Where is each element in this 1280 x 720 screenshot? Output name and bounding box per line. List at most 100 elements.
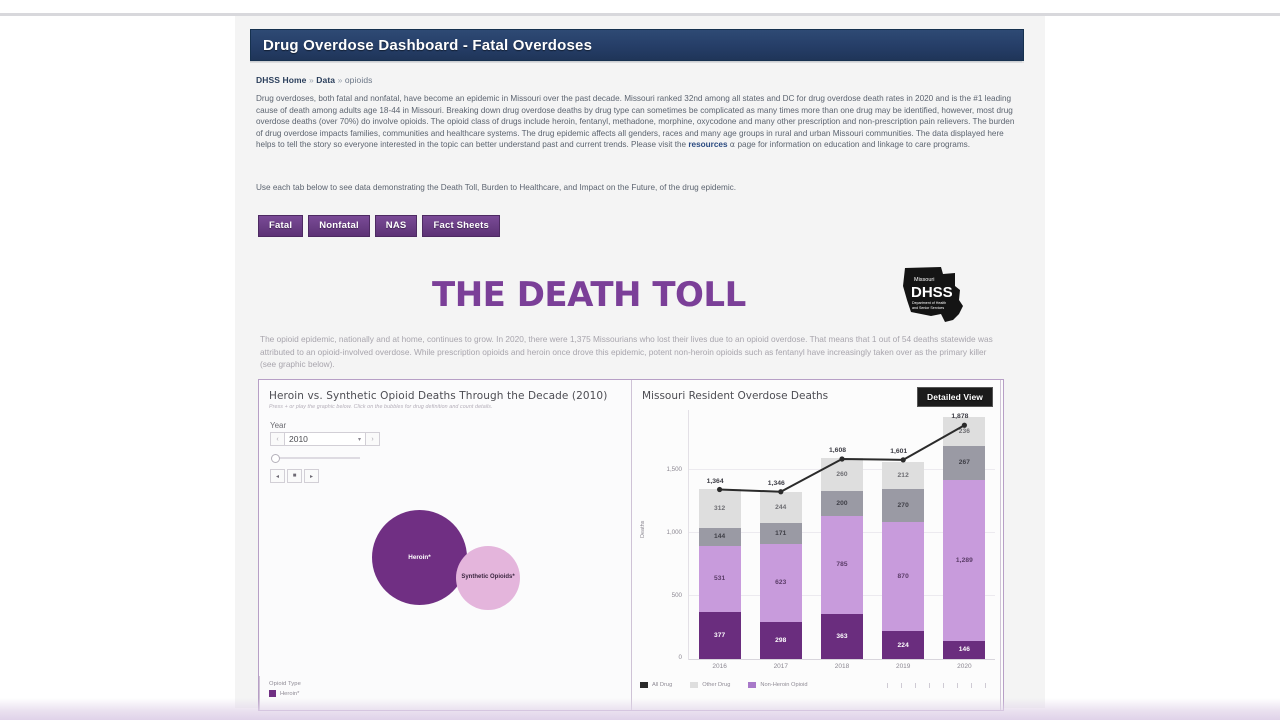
bar-segment-value: 146	[958, 646, 971, 654]
x-label-2017: 2017	[773, 663, 789, 670]
bar-segment-2018-other-opioid[interactable]: 200	[821, 490, 863, 516]
bar-segment-value: 144	[713, 533, 726, 540]
bar-2017[interactable]: 244 171 623 298	[759, 492, 802, 659]
bar-segment-2017-heroin[interactable]: 298	[759, 621, 802, 659]
year-next-button[interactable]: ›	[365, 432, 380, 446]
bar-segment-2016-heroin[interactable]: 377	[698, 611, 741, 659]
legend-swatch-all-drug	[640, 682, 648, 688]
legend-item-other-drug[interactable]: Other Drug	[690, 682, 730, 688]
x-label-2020: 2020	[957, 663, 972, 670]
y-tick-0: 0	[678, 654, 682, 661]
tab-bar: Fatal Nonfatal NAS Fact Sheets	[258, 215, 500, 237]
bar-segment-2016-other-drug[interactable]: 312	[698, 488, 741, 528]
section-paragraph: The opioid epidemic, nationally and at h…	[260, 334, 993, 370]
tab-fatal[interactable]: Fatal	[258, 215, 304, 237]
bar-segment-value: 623	[775, 579, 787, 587]
x-label-2018: 2018	[834, 663, 850, 670]
year-filter-label: Year	[270, 421, 287, 430]
bar-segment-value: 244	[775, 503, 787, 511]
bar-segment-2017-non-heroin-opioid[interactable]: 623	[759, 543, 802, 622]
legend-item-non-heroin-opioid[interactable]: Non-Heroin Opioid	[748, 682, 807, 688]
legend-scroll-ticks	[887, 683, 997, 689]
year-filter-control[interactable]: ‹ 2010 ▾ ›	[270, 432, 380, 446]
bar-2016[interactable]: 312 144 531 377	[698, 488, 741, 659]
total-label-2018: 1,608	[829, 447, 847, 454]
legend-swatch-non-heroin-opioid	[748, 682, 757, 688]
bar-segment-2020-other-opioid[interactable]: 267	[943, 446, 986, 480]
play-icon[interactable]: ▸	[304, 469, 319, 483]
left-legend-item-heroin[interactable]: Heroin*	[269, 690, 419, 697]
bar-segment-2020-heroin[interactable]: 146	[943, 640, 986, 659]
bar-segment-value: 270	[897, 501, 909, 509]
stop-icon[interactable]: ■	[287, 469, 302, 483]
bar-segment-2019-other-opioid[interactable]: 270	[882, 488, 925, 523]
svg-text:DHSS: DHSS	[911, 284, 953, 301]
tab-instruction: Use each tab below to see data demonstra…	[256, 183, 737, 192]
year-slider[interactable]	[270, 453, 360, 463]
dashboard-embed: Heroin vs. Synthetic Opioid Deaths Throu…	[258, 379, 1004, 711]
bar-segment-2019-heroin[interactable]: 224	[882, 631, 925, 659]
left-viz-title: Heroin vs. Synthetic Opioid Deaths Throu…	[269, 390, 608, 402]
frame-top-band	[0, 0, 1280, 14]
year-slider-track	[276, 457, 360, 459]
year-value: 2010	[289, 434, 308, 444]
bar-segment-value: 171	[775, 529, 787, 537]
tab-nonfatal[interactable]: Nonfatal	[308, 215, 370, 237]
bar-segment-value: 363	[836, 632, 848, 640]
x-label-2019: 2019	[895, 663, 911, 670]
bar-segment-2018-other-drug[interactable]: 260	[821, 458, 863, 491]
bar-segment-2019-other-drug[interactable]: 212	[882, 462, 925, 489]
bar-2018[interactable]: 260 200 785 363	[821, 458, 863, 659]
bar-segment-value: 870	[897, 573, 909, 581]
svg-text:and Senior Services: and Senior Services	[912, 306, 944, 310]
bar-segment-2016-non-heroin-opioid[interactable]: 531	[698, 545, 741, 612]
bar-segment-value: 377	[713, 631, 726, 639]
chevron-down-icon[interactable]: ▾	[357, 436, 361, 443]
right-legend: All Drug Other Drug Non-Heroin Opioid	[640, 682, 995, 688]
year-prev-button[interactable]: ‹	[270, 432, 285, 446]
tab-fact-sheets[interactable]: Fact Sheets	[422, 215, 500, 237]
bar-segment-value: 267	[958, 459, 971, 467]
page-title-bar: Drug Overdose Dashboard - Fatal Overdose…	[250, 29, 1024, 61]
resources-link-icon: ⍺	[727, 140, 736, 150]
y-axis-ticks: 1,500 1,000 500 0	[638, 410, 686, 661]
bar-segment-2020-non-heroin-opioid[interactable]: 1,289	[943, 479, 986, 641]
detailed-view-button[interactable]: Detailed View	[917, 387, 993, 407]
left-legend-label: Heroin*	[280, 690, 300, 697]
left-legend-swatch	[269, 690, 276, 697]
step-back-icon[interactable]: ◂	[270, 469, 285, 483]
left-viz-subtitle: Press + or play the graphic below. Click…	[269, 404, 493, 410]
bar-segment-2018-heroin[interactable]: 363	[821, 613, 863, 659]
intro-paragraph-tail: page for information on education and li…	[735, 140, 971, 150]
year-slider-handle[interactable]	[271, 454, 280, 463]
frame-top-rule	[0, 13, 1280, 16]
right-viz-title: Missouri Resident Overdose Deaths	[642, 390, 829, 402]
bubble-synthetic-opioids[interactable]: Synthetic Opioids*	[456, 546, 520, 610]
tab-nas[interactable]: NAS	[374, 215, 418, 237]
bar-segment-2016-other-opioid[interactable]: 144	[698, 527, 741, 546]
breadcrumb-separator-1: »	[308, 75, 314, 85]
bar-2019[interactable]: 212 270 870 224	[882, 462, 925, 659]
x-label-2016: 2016	[712, 663, 727, 670]
right-visualization-panel: Missouri Resident Overdose Deaths Detail…	[632, 380, 1003, 710]
bar-segment-2017-other-drug[interactable]: 244	[759, 492, 802, 523]
breadcrumb-data[interactable]: Data	[316, 75, 336, 85]
bubble-heroin[interactable]: Heroin*	[372, 510, 467, 605]
bar-segment-value: 236	[958, 428, 971, 435]
legend-item-all-drug[interactable]: All Drug	[640, 682, 672, 688]
bubble-chart: Heroin* Synthetic Opioids*	[259, 485, 631, 670]
bar-segment-value: 260	[836, 470, 848, 478]
bar-segment-2019-non-heroin-opioid[interactable]: 870	[882, 522, 925, 631]
bar-segment-2018-non-heroin-opioid[interactable]: 785	[821, 515, 863, 614]
breadcrumb-current: opioids	[344, 75, 373, 85]
resources-link[interactable]: resources	[688, 140, 728, 150]
bar-2020[interactable]: 236 267 1,289 146	[943, 416, 986, 659]
dhss-logo: Missouri DHSS Department of Health and S…	[897, 264, 967, 326]
breadcrumb-home[interactable]: DHSS Home	[256, 75, 307, 85]
year-select[interactable]: 2010 ▾	[285, 432, 365, 446]
total-label-2020: 1,878	[951, 413, 969, 421]
frame-left-margin	[0, 16, 235, 708]
y-tick-500: 500	[671, 592, 682, 599]
bar-segment-2020-other-drug[interactable]: 236	[943, 416, 986, 447]
bar-segment-2017-other-opioid[interactable]: 171	[759, 522, 802, 544]
